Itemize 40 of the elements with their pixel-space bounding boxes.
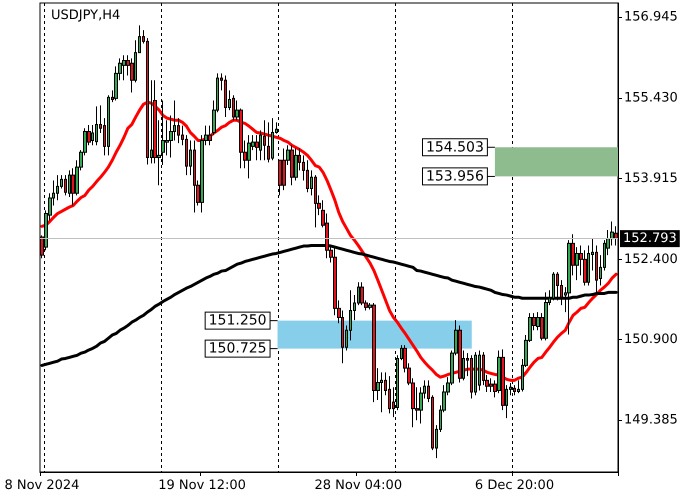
ref-line-label: 152.793: [623, 231, 677, 246]
y-tick-label: 156.945: [624, 10, 678, 25]
candlestick: [556, 272, 559, 301]
candlestick: [107, 94, 110, 156]
candlestick: [122, 54, 126, 81]
candlestick: [232, 94, 235, 121]
candlestick: [470, 354, 473, 399]
candlestick: [474, 352, 477, 396]
candlestick: [552, 272, 555, 301]
chart-title: USDJPY,H4: [51, 8, 120, 23]
y-tick-label: 152.400: [624, 252, 678, 267]
candlestick: [306, 160, 309, 193]
candlestick: [290, 144, 294, 186]
candlestick: [380, 372, 383, 413]
candlestick: [255, 134, 259, 161]
candlestick: [263, 120, 266, 161]
annotation: 154.503: [426, 139, 484, 156]
x-tick-label: 19 Nov 12:00: [158, 478, 246, 493]
annotation: 150.725: [208, 340, 267, 357]
x-tick-label: 6 Dec 20:00: [474, 478, 554, 493]
candlestick: [583, 250, 587, 286]
y-tick-label: 150.900: [624, 332, 678, 347]
candlestick: [314, 174, 317, 228]
annotation: 153.956: [426, 168, 484, 184]
y-tick-label: 149.385: [624, 412, 678, 428]
x-tick-label: 8 Nov 2024: [4, 478, 80, 493]
candlestick: [64, 174, 67, 196]
candlestick: [271, 118, 274, 161]
candlestick: [388, 376, 391, 414]
candlestick: [95, 106, 98, 146]
candlestick: [224, 74, 227, 118]
annotation: 151.250: [208, 312, 267, 329]
candlestick: [372, 302, 376, 403]
x-tick-label: 28 Nov 04:00: [314, 478, 402, 493]
candlestick: [267, 122, 270, 163]
y-tick-label: 153.915: [624, 171, 678, 186]
candlestick: [193, 140, 196, 213]
y-tick-label: 155.430: [624, 90, 678, 106]
candlestick: [544, 292, 548, 341]
candlestick: [247, 134, 251, 179]
